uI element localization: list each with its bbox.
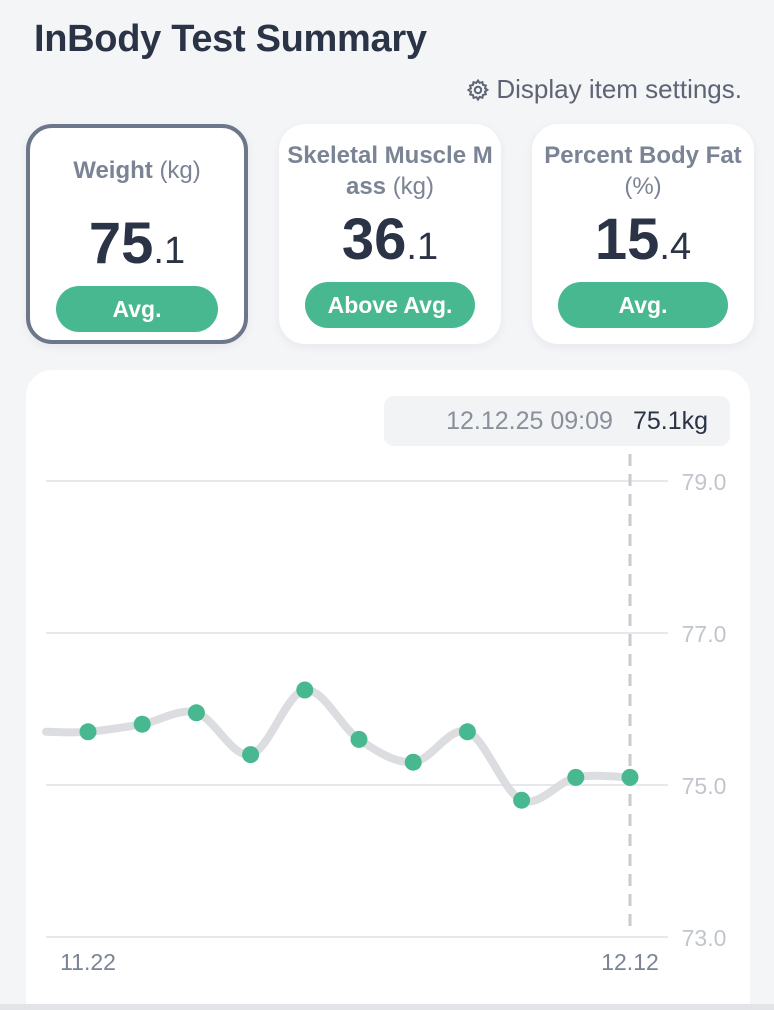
data-point — [79, 723, 97, 741]
tooltip-date: 12.12.25 09:09 — [446, 406, 613, 435]
data-point — [187, 704, 205, 722]
data-point — [404, 753, 422, 771]
status-badge: Above Avg. — [305, 282, 475, 328]
x-tick-label: 12.12 — [601, 949, 659, 975]
y-tick-label: 77.0 — [682, 621, 727, 647]
data-point — [350, 730, 368, 748]
chart-tooltip: 12.12.25 09:09 75.1kg — [384, 396, 730, 446]
display-settings-link[interactable]: Display item settings. — [466, 74, 742, 105]
bottom-divider — [0, 1004, 774, 1010]
status-badge: Avg. — [56, 286, 218, 332]
display-settings-label: Display item settings. — [496, 74, 742, 104]
y-tick-label: 75.0 — [682, 773, 727, 799]
data-point — [513, 791, 531, 809]
weight-card[interactable]: Weight (kg) 75.1 Avg. — [26, 124, 248, 344]
weight-chart[interactable]: 79.0 77.0 75.0 73.0 11.22 12.12 — [26, 370, 750, 1010]
data-point — [133, 715, 151, 733]
card-value: 15.4 — [594, 207, 692, 272]
data-point — [621, 768, 639, 786]
data-point — [296, 681, 314, 699]
tooltip-value: 75.1kg — [632, 406, 708, 435]
gear-icon — [467, 78, 490, 101]
skeletal-muscle-card[interactable]: Skeletal Muscle Mass (kg) 36.1 Above Avg… — [279, 124, 501, 344]
data-point — [242, 746, 260, 764]
data-point — [567, 768, 585, 786]
status-badge: Avg. — [558, 282, 728, 328]
page-title: InBody Test Summary — [34, 18, 427, 60]
card-value: 75.1 — [88, 211, 186, 276]
card-value: 36.1 — [341, 207, 439, 272]
card-label: Weight (kg) — [73, 157, 201, 184]
card-label: Skeletal Muscle Mass (kg) — [287, 142, 493, 200]
y-tick-label: 79.0 — [682, 469, 727, 495]
weight-chart-card: 79.0 77.0 75.0 73.0 11.22 12.12 12.12.25 09:0… — [26, 370, 750, 1010]
card-label: Percent Body Fat (%) — [544, 142, 742, 200]
y-tick-label: 73.0 — [682, 925, 727, 951]
body-fat-card[interactable]: Percent Body Fat (%) 15.4 Avg. — [532, 124, 754, 344]
data-point — [458, 723, 476, 741]
x-tick-label: 11.22 — [60, 949, 116, 975]
